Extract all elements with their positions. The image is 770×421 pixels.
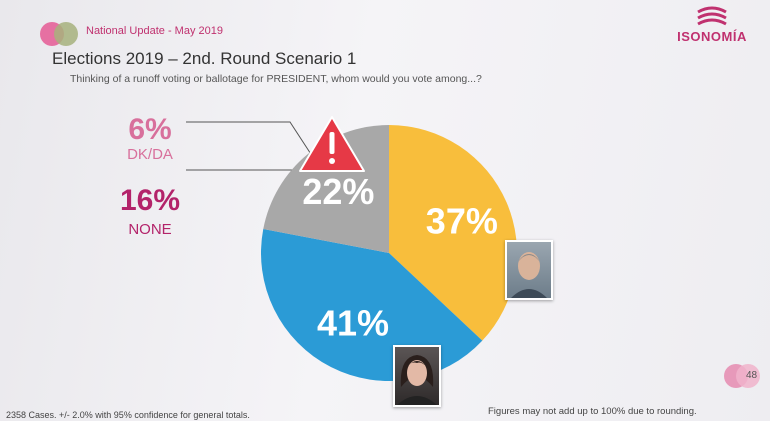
brand-logo: ISONOMÍA [672,4,752,48]
dk-leader-line [186,121,321,169]
warning-triangle-icon [299,116,365,172]
candidate-2-photo [393,345,441,407]
pie-slice-37 [389,125,517,341]
page-indicator-dots [724,364,764,388]
green-dot [54,22,78,46]
pie-slice-41 [261,229,483,381]
slide-title: Elections 2019 – 2nd. Round Scenario 1 [52,49,357,68]
dk-da-value: 6% [128,113,172,146]
candidate-1-photo [505,240,553,300]
footer-rounding-note: Figures may not add up to 100% due to ro… [488,406,697,417]
page-dot-b [736,364,760,388]
pie-slice-label: 22% [302,171,374,212]
none-label: NONE [128,221,172,238]
slide-subtitle: Thinking of a runoff voting or ballotage… [70,73,482,85]
pie-slice-label: 37% [426,200,498,241]
brand-name: ISONOMÍA [677,29,747,44]
header-logo-dots [40,22,84,46]
section-title: National Update - May 2019 [86,25,223,37]
pie-slice-22 [263,125,389,253]
none-value: 16% [119,184,181,217]
dk-da-label: DK/DA [127,146,173,163]
page-number: 48 [746,370,758,381]
brand-wave-icon [697,6,727,26]
footer-sample-note: 2358 Cases. +/- 2.0% with 95% confidence… [6,410,250,420]
pie-slice-label: 41% [317,303,389,344]
